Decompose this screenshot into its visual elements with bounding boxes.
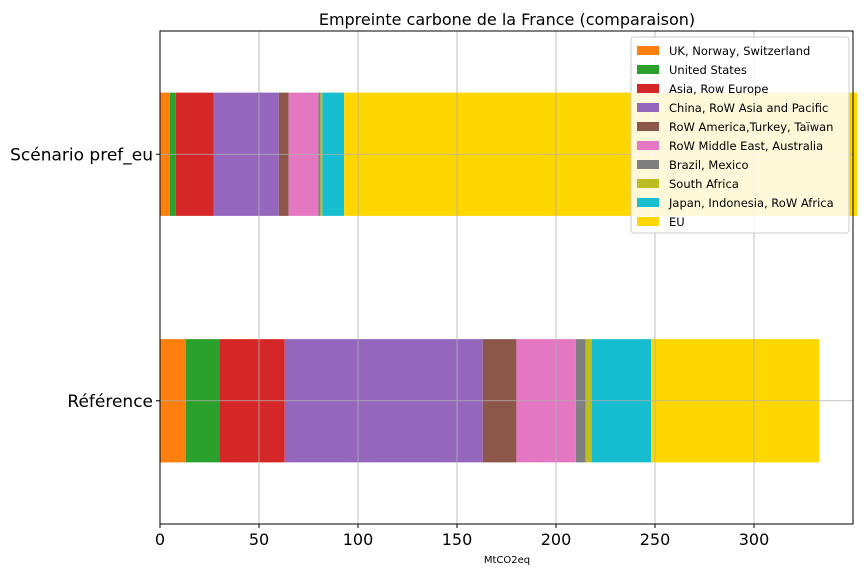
x-tick-label-6: 300 xyxy=(739,530,770,549)
category-label-1: Scénario pref_eu xyxy=(10,145,153,165)
legend-swatch-0 xyxy=(637,46,659,55)
x-tick-label-4: 200 xyxy=(541,530,572,549)
legend-swatch-6 xyxy=(637,160,659,169)
x-axis-label: MtCO2eq xyxy=(484,555,530,566)
legend-swatch-7 xyxy=(637,179,659,188)
legend-label-3: China, RoW Asia and Pacific xyxy=(669,101,828,115)
legend-label-8: Japan, Indonesia, RoW Africa xyxy=(668,196,834,210)
legend-swatch-4 xyxy=(637,122,659,131)
legend-swatch-9 xyxy=(637,217,659,226)
legend-swatch-2 xyxy=(637,84,659,93)
legend-box xyxy=(630,36,850,234)
plot-frame xyxy=(159,30,854,525)
legend-label-5: RoW Middle East, Australia xyxy=(669,139,823,153)
legend-swatch-8 xyxy=(637,198,659,207)
category-labels: Référence Scénario pref_eu xyxy=(10,145,160,412)
legend-label-6: Brazil, Mexico xyxy=(669,158,749,172)
ticks-layer: 0 50 100 150 200 250 300 xyxy=(155,524,769,549)
legend-swatch-5 xyxy=(637,141,659,150)
category-label-0: Référence xyxy=(67,392,153,412)
legend-swatch-3 xyxy=(637,103,659,112)
legend-label-2: Asia, Row Europe xyxy=(669,82,768,96)
legend-swatch-1 xyxy=(637,65,659,74)
x-tick-label-1: 50 xyxy=(249,530,269,549)
legend-label-0: UK, Norway, Switzerland xyxy=(669,44,810,58)
legend-label-1: United States xyxy=(669,63,747,77)
legend-label-4: RoW America,Turkey, Taïwan xyxy=(669,120,833,134)
x-tick-label-5: 250 xyxy=(640,530,671,549)
legend-label-9: EU xyxy=(669,215,685,229)
legend-label-7: South Africa xyxy=(669,177,739,191)
chart-title: Empreinte carbone de la France (comparai… xyxy=(319,10,695,29)
x-tick-label-2: 100 xyxy=(343,530,374,549)
legend: UK, Norway, Switzerland United States Asia… xyxy=(630,36,850,234)
x-tick-label-0: 0 xyxy=(155,530,165,549)
x-tick-label-3: 150 xyxy=(442,530,473,549)
